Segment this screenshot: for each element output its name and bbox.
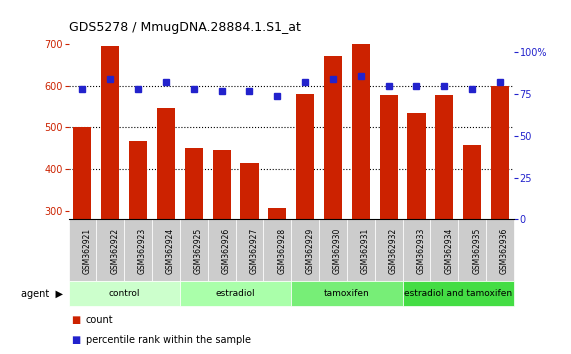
Text: GSM362926: GSM362926 <box>222 227 231 274</box>
Text: GSM362924: GSM362924 <box>166 227 175 274</box>
Bar <box>352 44 370 219</box>
Bar <box>185 148 203 219</box>
Bar <box>101 46 119 219</box>
Bar <box>157 108 175 219</box>
Bar <box>129 141 147 219</box>
Bar <box>435 95 453 219</box>
Text: GSM362925: GSM362925 <box>194 227 203 274</box>
Text: tamoxifen: tamoxifen <box>324 289 370 298</box>
Bar <box>74 127 91 219</box>
Text: agent  ▶: agent ▶ <box>21 289 63 299</box>
Text: count: count <box>86 315 113 325</box>
Bar <box>491 86 509 219</box>
Bar <box>268 208 286 219</box>
Text: estradiol: estradiol <box>216 289 255 298</box>
Bar <box>240 163 259 219</box>
Text: GSM362927: GSM362927 <box>250 227 259 274</box>
Text: GDS5278 / MmugDNA.28884.1.S1_at: GDS5278 / MmugDNA.28884.1.S1_at <box>69 21 300 34</box>
Bar <box>463 145 481 219</box>
Bar <box>296 94 314 219</box>
Bar <box>324 56 342 219</box>
Text: control: control <box>108 289 140 298</box>
Text: GSM362932: GSM362932 <box>389 227 397 274</box>
Text: GSM362928: GSM362928 <box>278 227 286 274</box>
Text: GSM362931: GSM362931 <box>361 227 370 274</box>
Bar <box>212 150 231 219</box>
Text: GSM362936: GSM362936 <box>500 227 509 274</box>
Text: GSM362930: GSM362930 <box>333 227 342 274</box>
Text: ■: ■ <box>71 315 81 325</box>
Text: GSM362935: GSM362935 <box>472 227 481 274</box>
Text: estradiol and tamoxifen: estradiol and tamoxifen <box>404 289 512 298</box>
Text: GSM362921: GSM362921 <box>82 227 91 274</box>
Text: GSM362929: GSM362929 <box>305 227 314 274</box>
Text: GSM362922: GSM362922 <box>110 227 119 274</box>
Text: percentile rank within the sample: percentile rank within the sample <box>86 335 251 345</box>
Text: GSM362933: GSM362933 <box>416 227 425 274</box>
Text: GSM362934: GSM362934 <box>444 227 453 274</box>
Bar <box>408 113 425 219</box>
Text: ■: ■ <box>71 335 81 345</box>
Text: GSM362923: GSM362923 <box>138 227 147 274</box>
Bar <box>380 95 397 219</box>
